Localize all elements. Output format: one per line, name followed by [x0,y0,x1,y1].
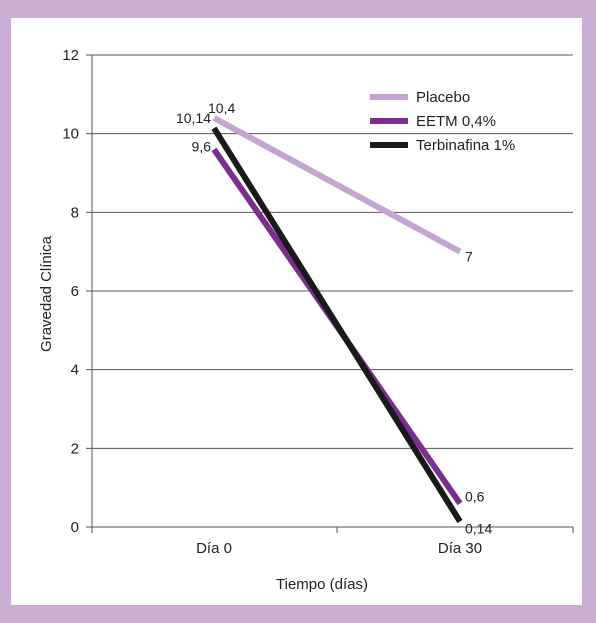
data-label: 0,14 [465,520,492,536]
y-axis-title: Gravedad Clínica [38,235,55,352]
data-labels: 10,4 7 9,6 0,6 10,14 0,14 [176,100,493,537]
axes: 0 2 4 6 8 10 12 Día 0 Día 30 [62,47,574,557]
y-tick-label: 8 [71,204,79,221]
data-label: 9,6 [192,138,212,154]
data-label: 10,4 [208,100,235,116]
series-lines [211,115,463,524]
x-axis-title: Tiempo (días) [276,576,368,593]
legend-label: Terbinafina 1% [416,137,515,154]
legend-swatch [370,94,408,100]
legend-swatch [370,142,408,148]
legend: Placebo EETM 0,4% Terbinafina 1% [370,89,515,154]
grid-lines [92,54,573,449]
data-label: 0,6 [465,488,485,504]
legend-swatch [370,118,408,124]
legend-label: EETM 0,4% [416,113,496,130]
x-tick-label: Día 30 [438,540,482,557]
data-label: 7 [465,249,473,265]
legend-label: Placebo [416,89,470,106]
y-tick-label: 4 [71,362,79,379]
series-line-0 [212,115,462,255]
y-tick-label: 10 [62,126,79,143]
x-tick-label: Día 0 [196,540,232,557]
series-line-2 [211,126,463,524]
data-label: 10,14 [176,110,211,126]
y-tick-label: 6 [71,283,79,300]
y-tick-label: 2 [71,440,79,457]
y-tick-label: 12 [62,47,79,64]
y-tick-label: 0 [71,519,79,536]
chart-panel [11,18,582,605]
